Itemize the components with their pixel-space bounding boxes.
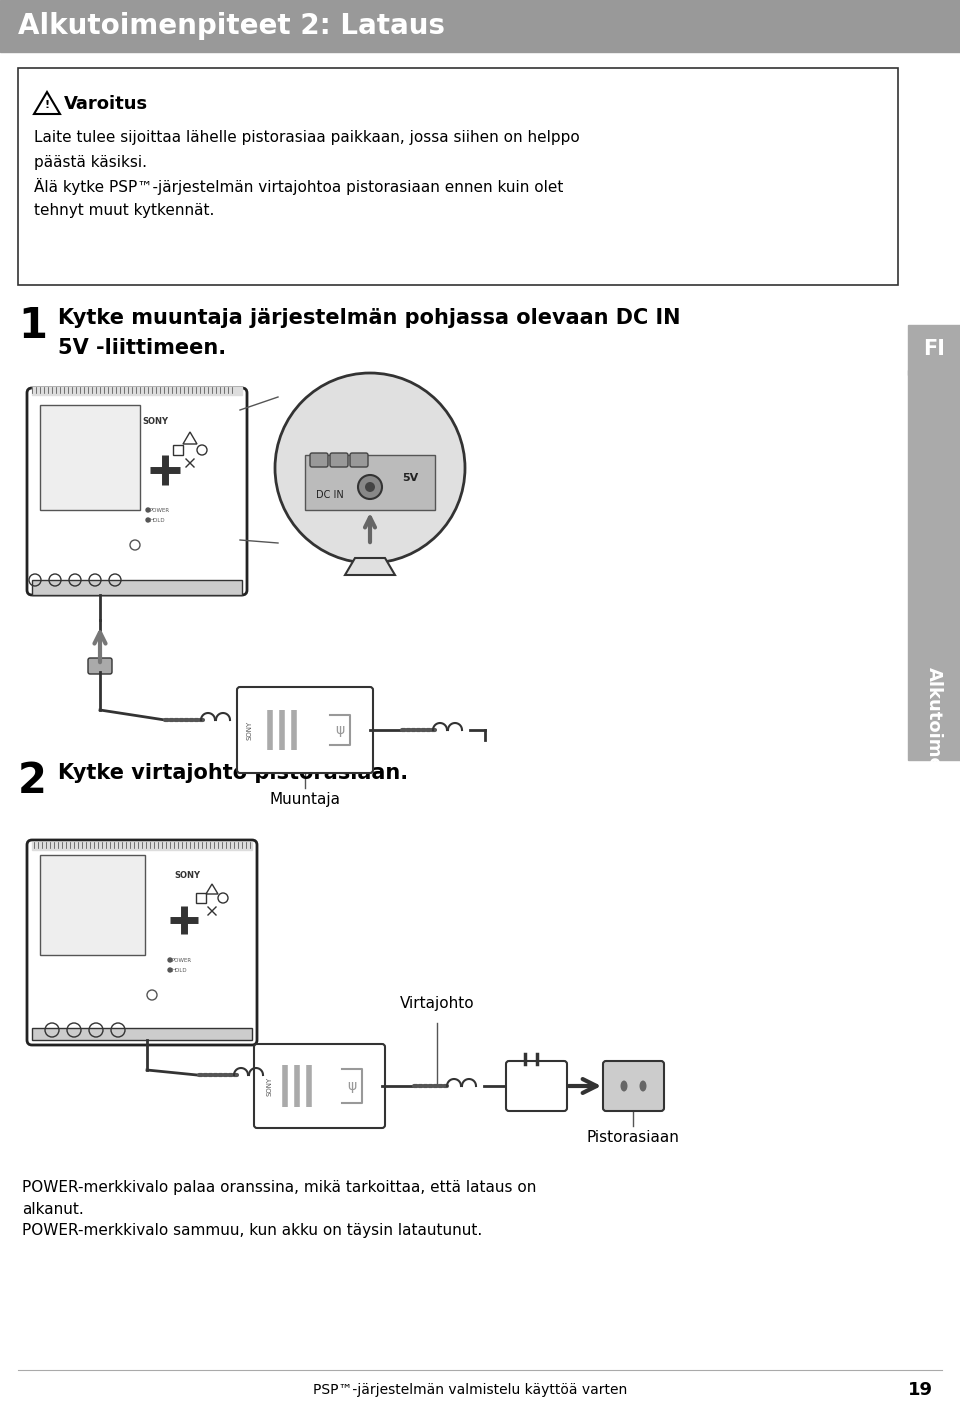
Text: Älä kytke PSP™-järjestelmän virtajohtoa pistorasiaan ennen kuin olet: Älä kytke PSP™-järjestelmän virtajohtoa … [34, 178, 564, 195]
Text: Alkutoimenpiteet: Alkutoimenpiteet [925, 666, 943, 843]
Text: !: ! [44, 100, 50, 110]
Text: DC IN: DC IN [316, 490, 344, 500]
Text: POWER-merkkivalo palaa oranssina, mikä tarkoittaa, että lataus on: POWER-merkkivalo palaa oranssina, mikä t… [22, 1180, 537, 1195]
Text: SONY: SONY [247, 720, 253, 740]
Text: SONY: SONY [266, 1076, 272, 1096]
FancyBboxPatch shape [330, 453, 348, 467]
Text: Kytke virtajohto pistorasiaan.: Kytke virtajohto pistorasiaan. [58, 762, 408, 784]
Text: Varoitus: Varoitus [64, 95, 148, 113]
Circle shape [275, 373, 465, 563]
Text: SONY: SONY [174, 871, 200, 880]
Text: 1: 1 [18, 305, 47, 347]
Text: ψ: ψ [348, 1079, 356, 1093]
Text: HOLD: HOLD [150, 518, 166, 522]
Bar [0, 0, 960, 52]
FancyBboxPatch shape [27, 388, 247, 594]
Text: Pistorasiaan: Pistorasiaan [587, 1130, 680, 1145]
FancyBboxPatch shape [310, 453, 328, 467]
Bar [32, 580, 242, 594]
FancyBboxPatch shape [88, 658, 112, 674]
Polygon shape [345, 558, 395, 575]
Bar [40, 405, 140, 510]
Text: ψ: ψ [335, 723, 345, 737]
Text: POWER: POWER [150, 507, 170, 513]
Bar [40, 856, 145, 955]
Text: Laite tulee sijoittaa lähelle pistorasiaa paikkaan, jossa siihen on helppo: Laite tulee sijoittaa lähelle pistorasia… [34, 130, 580, 145]
Bar [908, 325, 960, 376]
Text: tehnyt muut kytkennät.: tehnyt muut kytkennät. [34, 203, 214, 217]
Ellipse shape [620, 1080, 628, 1091]
Bar [32, 1028, 252, 1041]
Bar [908, 370, 960, 760]
FancyBboxPatch shape [27, 840, 257, 1045]
Circle shape [365, 481, 375, 491]
Text: 19: 19 [907, 1381, 932, 1399]
Text: FI: FI [924, 339, 945, 359]
Text: PSP™-järjestelmän valmistelu käyttöä varten: PSP™-järjestelmän valmistelu käyttöä var… [313, 1382, 627, 1396]
Bar [32, 842, 252, 850]
FancyBboxPatch shape [237, 688, 373, 772]
Text: Kytke muuntaja järjestelmän pohjassa olevaan DC IN: Kytke muuntaja järjestelmän pohjassa ole… [58, 308, 681, 328]
Text: alkanut.: alkanut. [22, 1202, 84, 1217]
Text: Muuntaja: Muuntaja [270, 792, 341, 808]
Bar [18, 68, 898, 285]
Text: Alkutoimenpiteet 2: Lataus: Alkutoimenpiteet 2: Lataus [18, 11, 445, 40]
Text: POWER-merkkivalo sammuu, kun akku on täysin latautunut.: POWER-merkkivalo sammuu, kun akku on täy… [22, 1223, 482, 1238]
Circle shape [168, 957, 172, 962]
Bar [32, 387, 242, 395]
Text: 5V: 5V [402, 473, 419, 483]
Text: 2: 2 [18, 760, 47, 802]
Circle shape [168, 969, 172, 971]
FancyBboxPatch shape [603, 1060, 664, 1111]
Text: Virtajohto: Virtajohto [399, 995, 474, 1011]
Circle shape [358, 474, 382, 498]
Text: 5V -liittimeen.: 5V -liittimeen. [58, 337, 227, 359]
Bar [305, 455, 435, 510]
Text: POWER: POWER [172, 957, 192, 963]
FancyBboxPatch shape [506, 1060, 567, 1111]
Ellipse shape [639, 1080, 646, 1091]
Text: HOLD: HOLD [172, 967, 187, 973]
Text: SONY: SONY [142, 418, 168, 426]
Circle shape [146, 508, 150, 513]
Text: päästä käsiksi.: päästä käsiksi. [34, 155, 147, 169]
Bar [196, 892, 206, 904]
FancyBboxPatch shape [350, 453, 368, 467]
FancyBboxPatch shape [254, 1043, 385, 1128]
Circle shape [146, 518, 150, 522]
Bar [173, 445, 183, 455]
